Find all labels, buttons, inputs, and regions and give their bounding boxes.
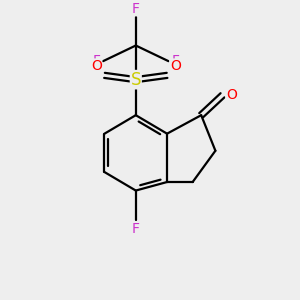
Text: O: O: [170, 59, 181, 73]
Text: O: O: [226, 88, 237, 102]
Text: F: F: [171, 54, 179, 68]
Text: F: F: [92, 54, 100, 68]
Text: F: F: [132, 2, 140, 16]
Text: F: F: [132, 222, 140, 236]
Text: S: S: [130, 70, 141, 88]
Text: O: O: [91, 59, 102, 73]
